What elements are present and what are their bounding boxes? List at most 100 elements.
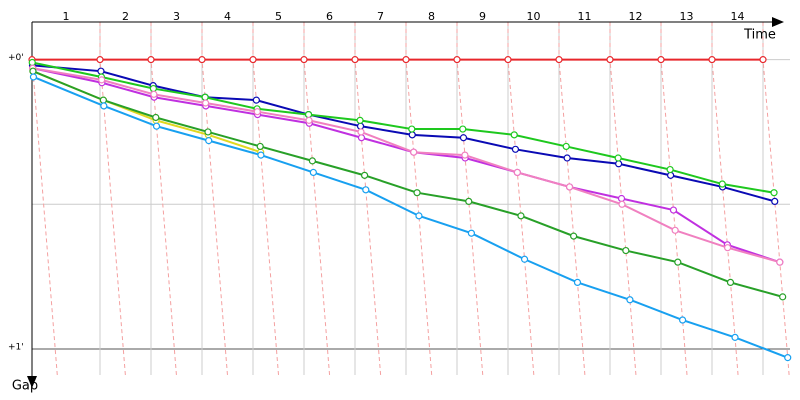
series-point xyxy=(96,56,104,64)
series-point xyxy=(304,110,313,119)
series-point xyxy=(708,56,716,64)
lap-crossing-line xyxy=(252,22,280,376)
x-tick-label: 9 xyxy=(479,10,486,23)
series-point xyxy=(465,197,473,205)
series-point xyxy=(562,142,570,151)
series-point xyxy=(467,229,475,237)
lap-crossing-line xyxy=(303,22,331,376)
lap-crossing-line xyxy=(354,22,382,376)
series-point xyxy=(147,56,155,64)
series-point xyxy=(510,131,518,139)
lap-crossing-line xyxy=(405,22,433,376)
lap-crossing-line xyxy=(711,22,739,376)
series-point xyxy=(357,128,365,136)
series-point xyxy=(357,134,366,142)
series-point xyxy=(100,102,108,110)
series-point xyxy=(513,168,521,177)
series-point xyxy=(305,116,313,124)
series-point xyxy=(308,157,316,165)
series-point xyxy=(201,93,209,101)
series-point xyxy=(408,131,416,139)
series-point xyxy=(674,258,682,266)
series-point xyxy=(461,151,469,159)
series-point xyxy=(99,96,107,104)
lap-crossing-line xyxy=(507,22,535,376)
series-point xyxy=(152,122,161,130)
y-axis-label: Gap xyxy=(12,379,38,394)
x-tick-label: 4 xyxy=(224,10,231,23)
series-point xyxy=(669,206,678,214)
series-point xyxy=(731,333,739,341)
series-point xyxy=(615,160,623,168)
y-tick-label: +0' xyxy=(8,53,24,63)
y-axis-arrow xyxy=(27,376,37,388)
series-point xyxy=(784,354,792,362)
series-point xyxy=(252,96,260,104)
series-point xyxy=(504,56,512,64)
series-point xyxy=(622,246,630,255)
series-point xyxy=(511,145,520,153)
x-tick-label: 6 xyxy=(326,10,333,23)
x-tick-label: 10 xyxy=(527,10,541,23)
series-point xyxy=(256,142,264,151)
lap-crossing-line xyxy=(150,22,177,376)
series-point xyxy=(718,180,726,188)
series-line xyxy=(33,76,789,359)
x-tick-label: 12 xyxy=(629,10,643,23)
series-point xyxy=(563,154,571,162)
series-point xyxy=(29,67,37,75)
series-point xyxy=(28,58,36,67)
series-point xyxy=(205,137,213,145)
series-line xyxy=(32,70,783,298)
series-point xyxy=(726,278,735,287)
lap-crossing-line xyxy=(762,22,790,376)
series-point xyxy=(779,293,787,301)
series-point xyxy=(402,56,410,64)
series-point xyxy=(614,154,622,162)
series-point xyxy=(618,200,626,208)
x-tick-label: 13 xyxy=(680,10,694,23)
lap-crossing-line xyxy=(558,22,586,376)
series-point xyxy=(657,56,665,64)
x-tick-label: 14 xyxy=(731,10,745,23)
series-point xyxy=(723,244,732,252)
series-point xyxy=(776,258,784,266)
x-tick-label: 5 xyxy=(275,10,282,23)
series-point xyxy=(356,116,364,124)
series-point xyxy=(570,232,578,240)
series-point xyxy=(356,122,365,130)
series-point xyxy=(361,171,369,179)
background-layer xyxy=(31,22,790,376)
series-point xyxy=(413,189,421,197)
x-tick-label: 7 xyxy=(377,10,384,23)
series-point xyxy=(771,197,779,205)
series-point xyxy=(410,148,418,156)
series-point xyxy=(573,278,582,287)
series-point xyxy=(666,165,674,174)
series-point xyxy=(671,226,679,234)
x-tick-label: 3 xyxy=(173,10,180,23)
series-point xyxy=(29,73,38,81)
y-tick-label: +1' xyxy=(8,342,24,352)
series-point xyxy=(309,168,317,177)
series-point xyxy=(415,212,423,220)
x-tick-label: 8 xyxy=(428,10,435,23)
series-point xyxy=(249,56,257,64)
x-axis-label: Time xyxy=(743,28,776,43)
series-point xyxy=(520,255,529,263)
series-point xyxy=(152,113,160,122)
series-point xyxy=(253,108,261,116)
x-tick-label: 11 xyxy=(578,10,592,23)
series-point xyxy=(626,296,634,304)
series-point xyxy=(300,56,308,64)
series-point xyxy=(351,56,359,64)
x-axis-arrow xyxy=(772,17,784,27)
series-point xyxy=(362,186,370,194)
series-point xyxy=(202,99,210,107)
series-point xyxy=(257,151,265,159)
series-point xyxy=(555,56,563,64)
series-point xyxy=(149,84,157,93)
series-point xyxy=(666,171,675,179)
series-point xyxy=(517,212,525,220)
